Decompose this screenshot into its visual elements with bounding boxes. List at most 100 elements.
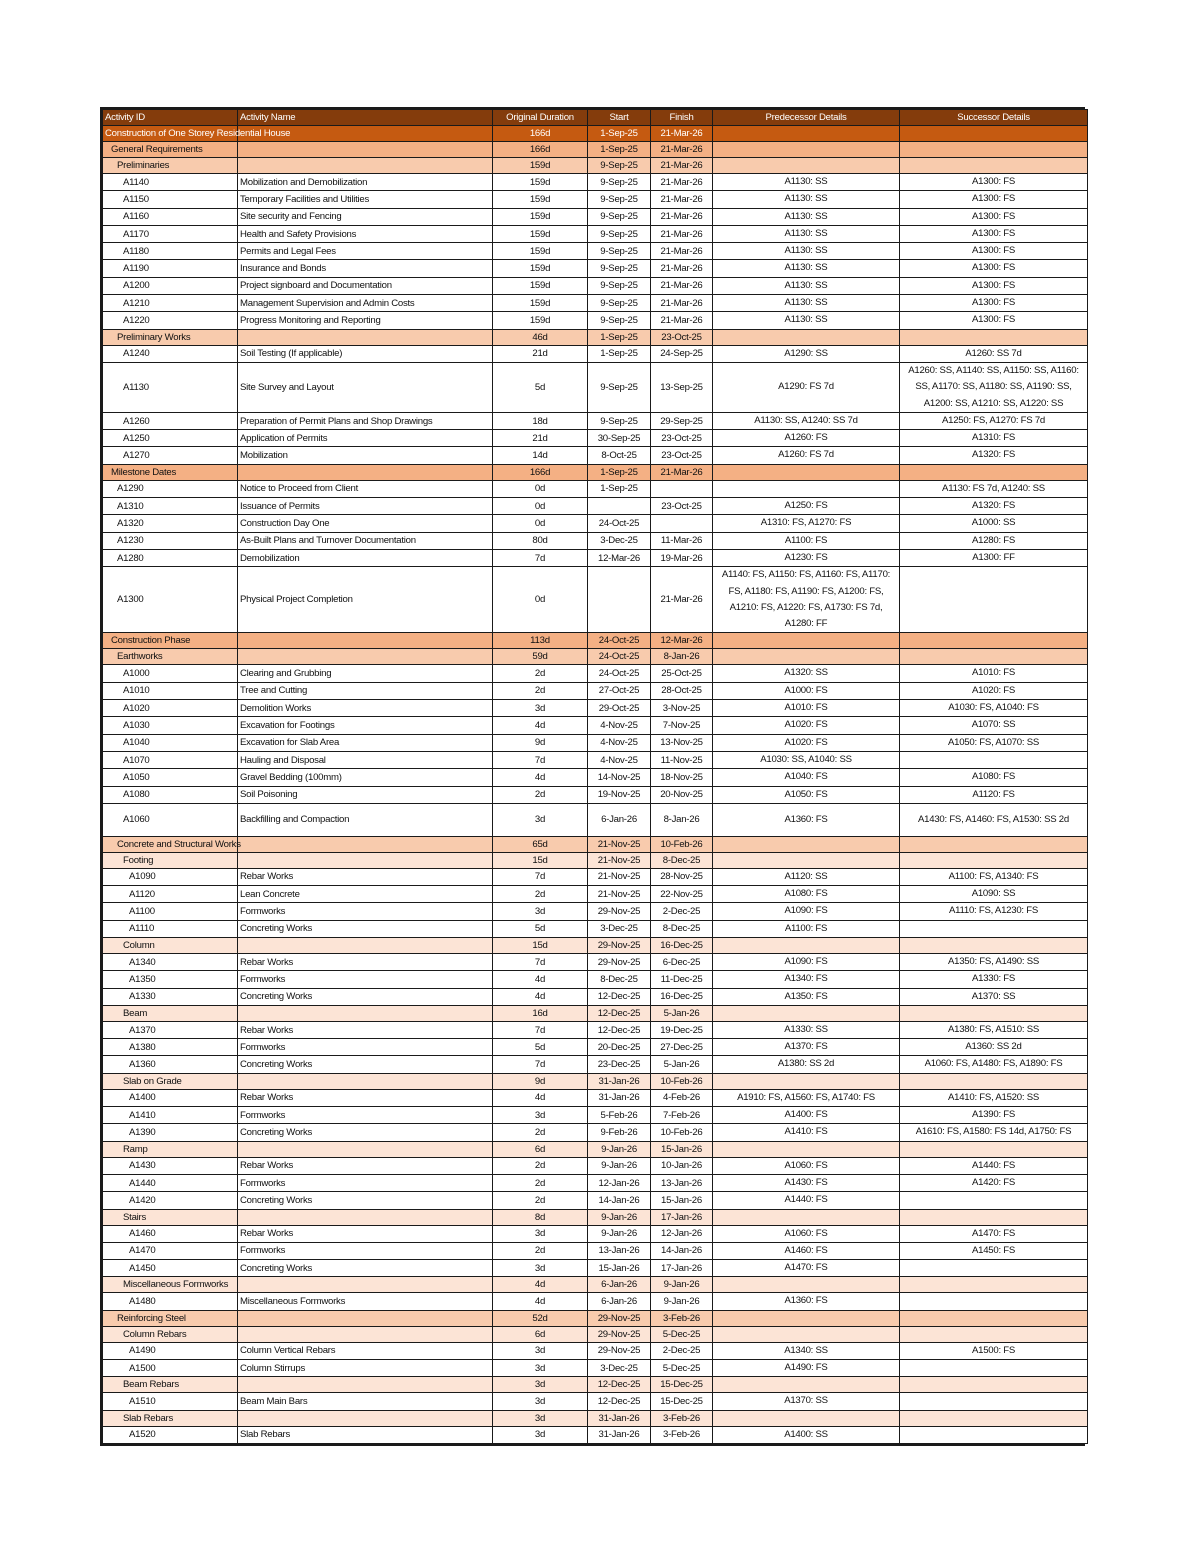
finish-cell[interactable]: 8-Dec-25 xyxy=(650,851,713,869)
activity-id-cell[interactable]: A1030 xyxy=(102,716,238,735)
finish-cell[interactable]: 15-Jan-26 xyxy=(650,1140,713,1158)
activity-id-cell[interactable]: A1350 xyxy=(102,970,238,989)
successor-cell[interactable] xyxy=(899,835,1088,853)
finish-cell[interactable]: 4-Feb-26 xyxy=(650,1088,713,1108)
wbs-label[interactable]: Beam xyxy=(102,1004,238,1022)
finish-cell[interactable]: 20-Nov-25 xyxy=(650,785,713,804)
activity-name-cell[interactable]: Formworks xyxy=(237,1106,493,1125)
predecessor-cell[interactable]: A1130: SS xyxy=(712,242,900,261)
activity-id-cell[interactable]: A1400 xyxy=(102,1088,238,1108)
start-cell[interactable]: 1-Sep-25 xyxy=(587,141,651,158)
start-cell[interactable]: 3-Dec-25 xyxy=(587,1359,651,1378)
predecessor-cell[interactable]: A1330: SS xyxy=(712,1020,900,1040)
finish-cell[interactable]: 15-Dec-25 xyxy=(650,1376,713,1394)
start-cell[interactable]: 29-Nov-25 xyxy=(587,1325,651,1343)
predecessor-cell[interactable] xyxy=(712,1140,900,1158)
finish-cell[interactable]: 27-Dec-25 xyxy=(650,1038,713,1057)
successor-cell[interactable] xyxy=(899,648,1088,666)
col-successor-details[interactable]: Successor Details xyxy=(899,109,1088,126)
duration-cell[interactable]: 2d xyxy=(492,1156,588,1175)
successor-cell[interactable]: A1350: FS, A1490: SS xyxy=(899,952,1088,972)
successor-cell[interactable] xyxy=(899,1292,1088,1311)
activity-id-cell[interactable]: A1490 xyxy=(102,1341,238,1361)
duration-cell[interactable]: 2d xyxy=(492,1241,588,1261)
start-cell[interactable]: 12-Mar-26 xyxy=(587,548,651,568)
activity-id-cell[interactable]: A1180 xyxy=(102,242,238,261)
successor-cell[interactable] xyxy=(899,851,1088,869)
duration-cell[interactable]: 3d xyxy=(492,1341,588,1361)
finish-cell[interactable]: 21-Mar-26 xyxy=(650,276,713,296)
predecessor-cell[interactable]: A1400: SS xyxy=(712,1425,900,1444)
finish-cell[interactable]: 21-Mar-26 xyxy=(650,141,713,158)
finish-cell[interactable]: 12-Mar-26 xyxy=(650,632,713,650)
finish-cell[interactable]: 21-Mar-26 xyxy=(650,224,713,244)
activity-name-cell[interactable]: Mobilization xyxy=(237,446,493,465)
start-cell[interactable]: 12-Jan-26 xyxy=(587,1173,651,1193)
duration-cell[interactable]: 159d xyxy=(492,207,588,226)
predecessor-cell[interactable]: A1040: FS xyxy=(712,768,900,787)
start-cell[interactable]: 23-Dec-25 xyxy=(587,1055,651,1074)
start-cell[interactable]: 9-Sep-25 xyxy=(587,259,651,278)
predecessor-cell[interactable] xyxy=(712,157,900,174)
predecessor-cell[interactable] xyxy=(712,1409,900,1427)
activity-name-cell[interactable] xyxy=(237,141,493,158)
activity-id-cell[interactable]: A1160 xyxy=(102,207,238,226)
activity-id-cell[interactable]: A1090 xyxy=(102,867,238,887)
predecessor-cell[interactable] xyxy=(712,851,900,869)
duration-cell[interactable]: 7d xyxy=(492,750,588,770)
col-original-duration[interactable]: Original Duration xyxy=(492,109,588,126)
start-cell[interactable]: 9-Sep-25 xyxy=(587,207,651,226)
duration-cell[interactable]: 2d xyxy=(492,681,588,701)
activity-name-cell[interactable] xyxy=(237,632,493,650)
predecessor-cell[interactable]: A1470: FS xyxy=(712,1259,900,1278)
finish-cell[interactable]: 25-Oct-25 xyxy=(650,664,713,683)
start-cell[interactable]: 29-Nov-25 xyxy=(587,952,651,972)
successor-cell[interactable]: A1050: FS, A1070: SS xyxy=(899,733,1088,752)
wbs-label[interactable]: Slab Rebars xyxy=(102,1409,238,1427)
successor-cell[interactable]: A1080: FS xyxy=(899,768,1088,787)
predecessor-cell[interactable] xyxy=(712,648,900,666)
activity-id-cell[interactable]: A1420 xyxy=(102,1191,238,1210)
start-cell[interactable]: 9-Sep-25 xyxy=(587,190,651,209)
finish-cell[interactable]: 17-Jan-26 xyxy=(650,1259,713,1278)
duration-cell[interactable]: 4d xyxy=(492,1292,588,1311)
finish-cell[interactable]: 21-Mar-26 xyxy=(650,242,713,261)
activity-name-cell[interactable]: Demobilization xyxy=(237,548,493,568)
activity-id-cell[interactable]: A1370 xyxy=(102,1020,238,1040)
wbs-label[interactable]: Earthworks xyxy=(102,648,238,666)
predecessor-cell[interactable]: A1260: FS 7d xyxy=(712,446,900,465)
predecessor-cell[interactable]: A1910: FS, A1560: FS, A1740: FS xyxy=(712,1088,900,1108)
start-cell[interactable]: 24-Oct-25 xyxy=(587,514,651,533)
start-cell[interactable]: 9-Sep-25 xyxy=(587,224,651,244)
duration-cell[interactable]: 46d xyxy=(492,328,588,346)
duration-cell[interactable]: 159d xyxy=(492,311,588,330)
duration-cell[interactable]: 4d xyxy=(492,970,588,989)
duration-cell[interactable]: 65d xyxy=(492,835,588,853)
predecessor-cell[interactable]: A1010: FS xyxy=(712,699,900,718)
wbs-label[interactable]: Slab on Grade xyxy=(102,1072,238,1090)
col-predecessor-details[interactable]: Predecessor Details xyxy=(712,109,900,126)
duration-cell[interactable]: 4d xyxy=(492,1088,588,1108)
predecessor-cell[interactable]: A1430: FS xyxy=(712,1173,900,1193)
finish-cell[interactable]: 11-Mar-26 xyxy=(650,531,713,550)
activity-id-cell[interactable]: A1250 xyxy=(102,429,238,448)
duration-cell[interactable]: 2d xyxy=(492,885,588,904)
predecessor-cell[interactable]: A1340: SS xyxy=(712,1341,900,1361)
finish-cell[interactable]: 21-Mar-26 xyxy=(650,157,713,174)
duration-cell[interactable]: 4d xyxy=(492,716,588,735)
successor-cell[interactable] xyxy=(899,1208,1088,1226)
successor-cell[interactable]: A1300: FS xyxy=(899,190,1088,209)
activity-name-cell[interactable]: Construction Day One xyxy=(237,514,493,533)
start-cell[interactable]: 14-Jan-26 xyxy=(587,1191,651,1210)
finish-cell[interactable]: 23-Oct-25 xyxy=(650,429,713,448)
start-cell[interactable]: 21-Nov-25 xyxy=(587,851,651,869)
activity-name-cell[interactable] xyxy=(237,1004,493,1022)
activity-name-cell[interactable]: Backfilling and Compaction xyxy=(237,802,493,837)
activity-name-cell[interactable] xyxy=(237,1208,493,1226)
start-cell[interactable]: 8-Oct-25 xyxy=(587,446,651,465)
activity-id-cell[interactable]: A1330 xyxy=(102,987,238,1006)
duration-cell[interactable]: 2d xyxy=(492,1191,588,1210)
activity-name-cell[interactable]: Formworks xyxy=(237,970,493,989)
wbs-label[interactable]: Footing xyxy=(102,851,238,869)
finish-cell[interactable]: 3-Nov-25 xyxy=(650,699,713,718)
